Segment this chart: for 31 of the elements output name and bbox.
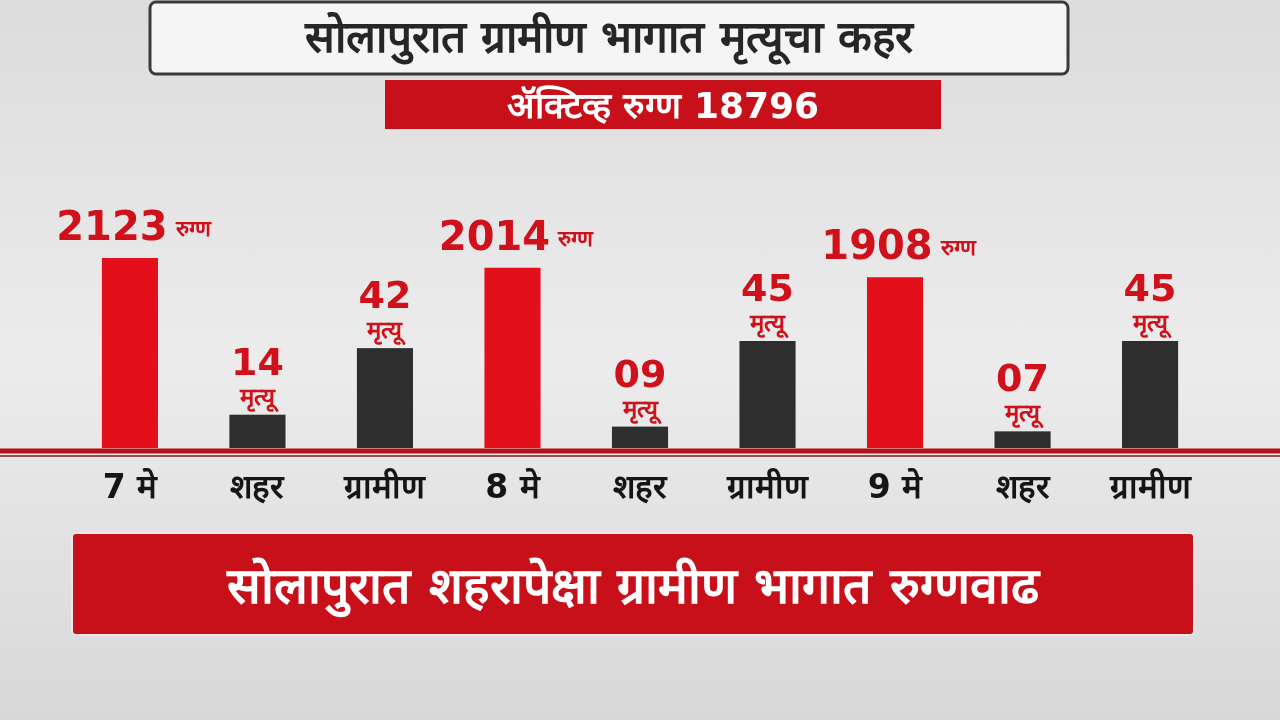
x-tick-label: ग्रामीण — [726, 467, 810, 506]
data-label: 45 — [1123, 266, 1177, 310]
bar — [229, 414, 286, 448]
x-tick-label: 9 मे — [867, 467, 924, 506]
bar — [994, 431, 1051, 448]
data-label: 2123 — [56, 203, 168, 249]
text: रुग्ण — [558, 225, 594, 251]
bar — [739, 341, 796, 448]
chart-subtitle: ॲक्टिव्ह रुग्ण 18796 — [506, 85, 820, 126]
data-label: 1908 — [821, 222, 933, 269]
x-tick-label: ग्रामीण — [1108, 467, 1192, 506]
bar — [1122, 341, 1179, 448]
text: रुग्ण — [175, 216, 211, 241]
x-tick-label: 7 मे — [102, 467, 159, 506]
series-label: मृत्यू — [238, 382, 279, 413]
data-label: 42 — [358, 273, 412, 318]
x-tick-label: शहर — [613, 467, 668, 506]
data-label: 09 — [613, 351, 667, 396]
data-label: 2014 — [438, 212, 551, 259]
x-tick-label: 8 मे — [485, 467, 541, 506]
bar — [356, 348, 414, 448]
data-label: 45 — [741, 266, 794, 310]
x-tick-label: शहर — [230, 467, 286, 506]
chart-title: सोलापुरात ग्रामीण भागात मृत्यूचा कहर — [303, 11, 916, 66]
x-tick-label: शहर — [995, 467, 1051, 506]
text: सोलापुरात शहरापेक्षा ग्रामीण भागात रुग्णवाढ — [226, 557, 1041, 618]
data-label: 14 — [231, 339, 284, 384]
data-label: 07 — [996, 356, 1049, 401]
series-label: रुग्ण — [940, 235, 978, 261]
x-tick-label: ग्रामीण — [343, 467, 427, 506]
bar — [611, 426, 669, 448]
